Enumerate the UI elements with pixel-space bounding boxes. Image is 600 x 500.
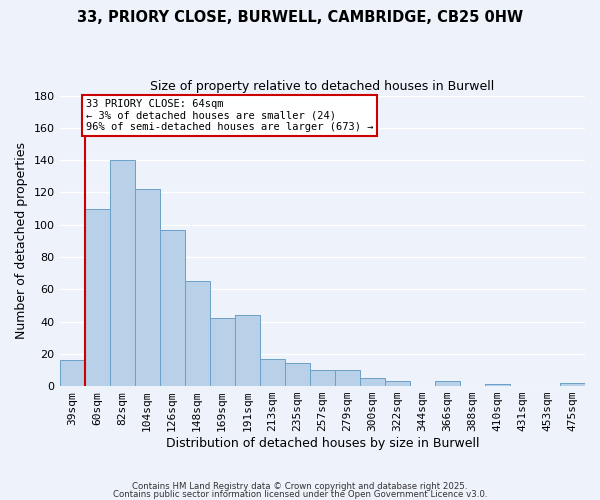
Bar [335, 370, 360, 386]
Bar [160, 230, 185, 386]
Text: Contains public sector information licensed under the Open Government Licence v3: Contains public sector information licen… [113, 490, 487, 499]
Bar [235, 315, 260, 386]
Bar [435, 381, 460, 386]
Text: Contains HM Land Registry data © Crown copyright and database right 2025.: Contains HM Land Registry data © Crown c… [132, 482, 468, 491]
Bar [360, 378, 385, 386]
Bar [560, 383, 585, 386]
Bar [285, 364, 310, 386]
Bar [185, 281, 209, 386]
Bar [85, 208, 110, 386]
Bar [209, 318, 235, 386]
Title: Size of property relative to detached houses in Burwell: Size of property relative to detached ho… [150, 80, 494, 93]
Text: 33 PRIORY CLOSE: 64sqm
← 3% of detached houses are smaller (24)
96% of semi-deta: 33 PRIORY CLOSE: 64sqm ← 3% of detached … [86, 99, 373, 132]
X-axis label: Distribution of detached houses by size in Burwell: Distribution of detached houses by size … [166, 437, 479, 450]
Bar [134, 189, 160, 386]
Bar [59, 360, 85, 386]
Bar [385, 381, 410, 386]
Bar [260, 358, 285, 386]
Bar [310, 370, 335, 386]
Y-axis label: Number of detached properties: Number of detached properties [15, 142, 28, 340]
Bar [110, 160, 134, 386]
Bar [485, 384, 510, 386]
Text: 33, PRIORY CLOSE, BURWELL, CAMBRIDGE, CB25 0HW: 33, PRIORY CLOSE, BURWELL, CAMBRIDGE, CB… [77, 10, 523, 25]
